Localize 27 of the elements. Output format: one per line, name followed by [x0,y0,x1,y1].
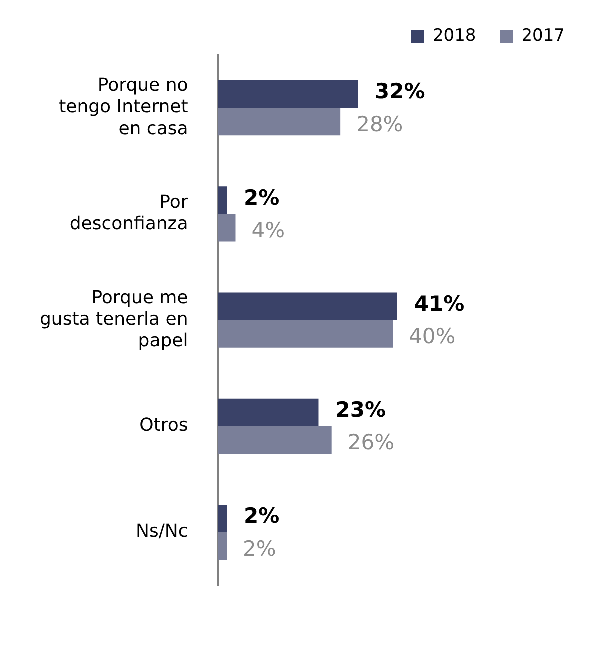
bar [218,186,228,214]
y-tick-label: Ns/Nc [136,521,188,542]
bar [218,108,341,136]
data-label: 41% [414,292,465,316]
bar [218,292,398,320]
legend-label: 2017 [522,26,565,46]
bar [218,532,228,560]
bar [218,214,236,242]
data-label: 32% [375,80,426,104]
bar [218,320,393,348]
y-tick-label: Porque no tengo Internet en casa [59,75,188,140]
bar [218,80,358,108]
data-label: 2% [244,186,280,210]
y-tick-label: Por desconfianza [70,192,189,235]
bar [218,398,319,426]
data-label: 23% [336,398,386,422]
y-tick-label: Otros [140,415,188,436]
data-label: 40% [409,324,456,349]
data-label: 2% [244,504,280,528]
data-label: 28% [356,112,404,136]
bar [218,426,332,454]
y-tick-label: Porque me gusta tenerla en papel [40,287,188,352]
legend-label: 2018 [432,26,476,46]
data-label: 4% [252,218,286,242]
data-label: 26% [348,430,395,455]
data-label: 2% [243,536,276,561]
bar [218,504,228,533]
